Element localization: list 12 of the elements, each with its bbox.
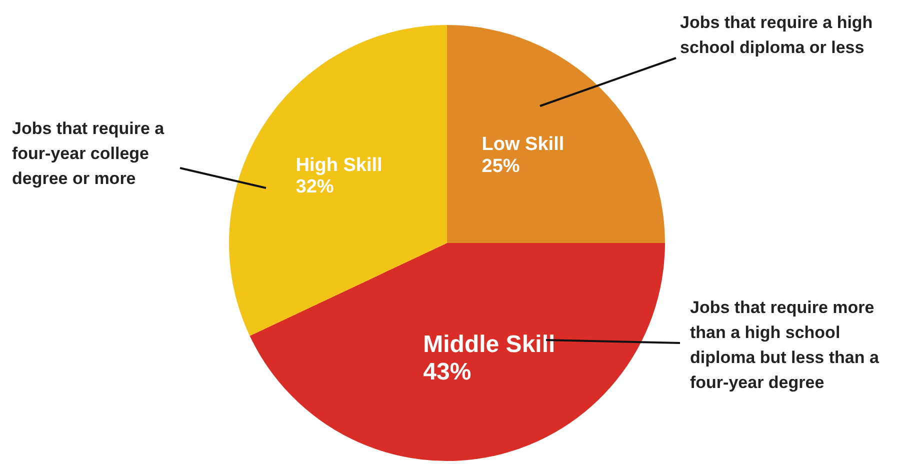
data-label: 43%: [423, 358, 472, 386]
text: Jobs that require a high school diploma or less: [680, 12, 874, 59]
pie-slice: [250, 243, 665, 461]
slice-label: High Skill: [296, 154, 382, 176]
pie-slice: [447, 25, 665, 243]
data-label: 25%: [482, 156, 520, 178]
pie-slice: [229, 25, 447, 336]
slice-label: Middle Skill: [423, 331, 556, 358]
text: Jobs that require more than a high school diploma but less than a four-year degree: [690, 297, 880, 394]
data-label: 32%: [296, 176, 334, 198]
slice-label: Low Skill: [482, 134, 564, 156]
text: Jobs that require a four-year college degree or more: [12, 118, 166, 190]
